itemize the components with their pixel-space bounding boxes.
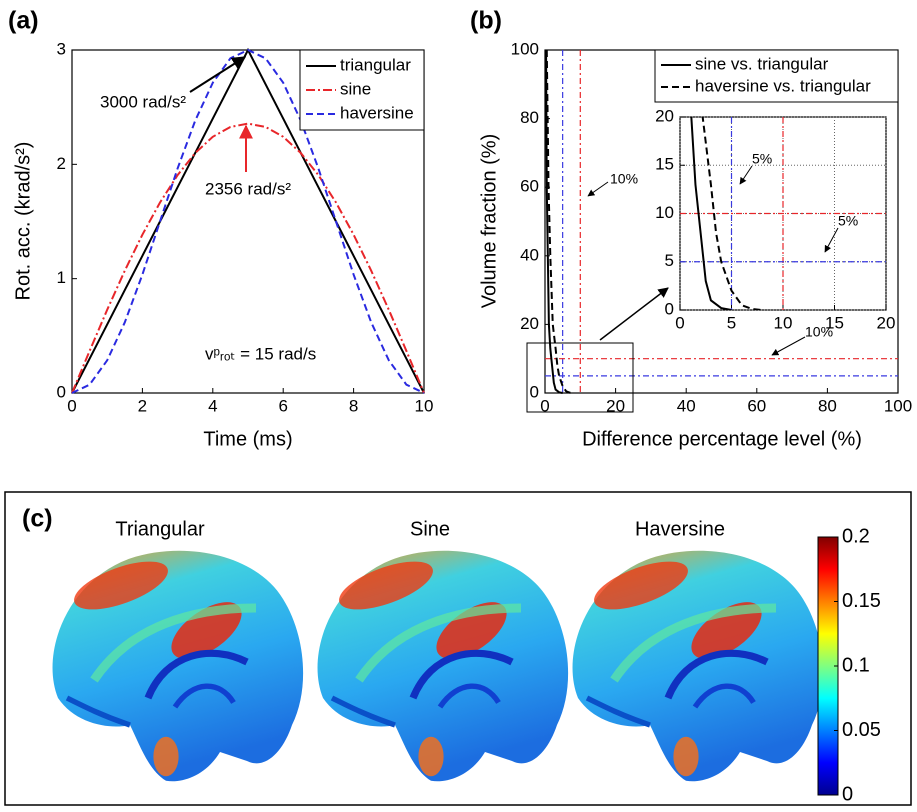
y-tick-label: 0: [665, 299, 674, 318]
x-axis-label: Difference percentage level (%): [582, 428, 862, 450]
legend-box: [299, 49, 425, 131]
data-line: [690, 117, 732, 310]
y-tick-label: 1: [57, 268, 66, 287]
brain-image: [53, 551, 304, 781]
annotation-arrow: [739, 165, 753, 185]
x-tick-label: 60: [747, 396, 766, 415]
legend-label: sine: [340, 79, 371, 98]
annotation-arrow: [824, 227, 839, 253]
panel-label: (c): [22, 505, 53, 533]
x-axis-label: Time (ms): [203, 428, 292, 450]
x-tick-label: 5: [727, 313, 736, 332]
x-tick-label: 0: [675, 313, 684, 332]
x-tick-label: 2: [138, 396, 147, 415]
annotation: 2356 rad/s²: [205, 179, 291, 198]
data-line: [71, 48, 425, 394]
brain-image: [573, 551, 824, 781]
y-tick-label: 0: [530, 382, 539, 401]
legend-box: [654, 49, 899, 103]
y-tick-label: 15: [655, 155, 674, 174]
panel-label: (b): [470, 7, 502, 35]
colorbar-tick-label: 0.05: [842, 719, 881, 741]
panel-label: (a): [8, 7, 39, 35]
annotation: 5%: [752, 151, 772, 167]
y-tick-label: 3: [57, 39, 66, 58]
image-title: Triangular: [115, 518, 205, 540]
annotation-arrow: [771, 336, 806, 356]
annotation: 5%: [838, 213, 858, 229]
y-tick-label: 60: [520, 177, 539, 196]
x-tick-label: 8: [349, 396, 358, 415]
data-line: [545, 49, 574, 394]
legend-label: haversine: [340, 103, 414, 122]
annotation: 3000 rad/s²: [100, 92, 186, 111]
colorbar-tick-label: 0.1: [842, 654, 870, 676]
y-tick-label: 5: [665, 251, 674, 270]
y-tick-label: 20: [520, 314, 539, 333]
annotation: 10%: [610, 171, 638, 187]
colorbar-tick-label: 0.15: [842, 590, 881, 612]
x-tick-label: 15: [825, 313, 844, 332]
image-title: Sine: [410, 518, 450, 540]
colorbar-tick-label: 0.2: [842, 525, 870, 547]
colorbar-tick-label: 0: [842, 783, 853, 805]
brain-image: [318, 551, 569, 781]
x-tick-label: 0: [67, 396, 76, 415]
y-tick-label: 0: [57, 382, 66, 401]
x-tick-label: 4: [208, 396, 217, 415]
x-tick-label: 20: [606, 396, 625, 415]
x-tick-label: 10: [774, 313, 793, 332]
data-line: [545, 49, 563, 394]
x-tick-label: 6: [278, 396, 287, 415]
annotation: 10%: [805, 324, 833, 340]
x-tick-label: 20: [877, 313, 896, 332]
panel-frame: [4, 491, 912, 806]
x-tick-label: 40: [677, 396, 696, 415]
y-tick-label: 40: [520, 245, 539, 264]
zoom-arrow: [599, 287, 669, 341]
x-tick-label: 10: [415, 396, 434, 415]
y-tick-label: 100: [511, 39, 539, 58]
y-axis-label: Volume fraction (%): [478, 134, 500, 309]
annotation: vᵖᵣₒₜ = 15 rad/s: [205, 344, 316, 363]
legend-label: sine vs. triangular: [695, 54, 829, 73]
image-title: Haversine: [635, 518, 725, 540]
annotation-arrow: [587, 181, 609, 197]
legend-label: triangular: [340, 55, 411, 74]
x-tick-label: 0: [540, 396, 549, 415]
zoom-box: [526, 342, 634, 413]
y-tick-label: 10: [655, 203, 674, 222]
x-tick-label: 80: [818, 396, 837, 415]
y-tick-label: 20: [655, 106, 674, 125]
x-tick-label: 100: [884, 396, 912, 415]
y-axis-label: Rot. acc. (krad/s²): [12, 142, 34, 301]
y-tick-label: 80: [520, 108, 539, 127]
data-line: [701, 117, 763, 310]
y-tick-label: 2: [57, 154, 66, 173]
legend-label: haversine vs. triangular: [695, 76, 871, 95]
annotation-arrow: [189, 56, 247, 93]
